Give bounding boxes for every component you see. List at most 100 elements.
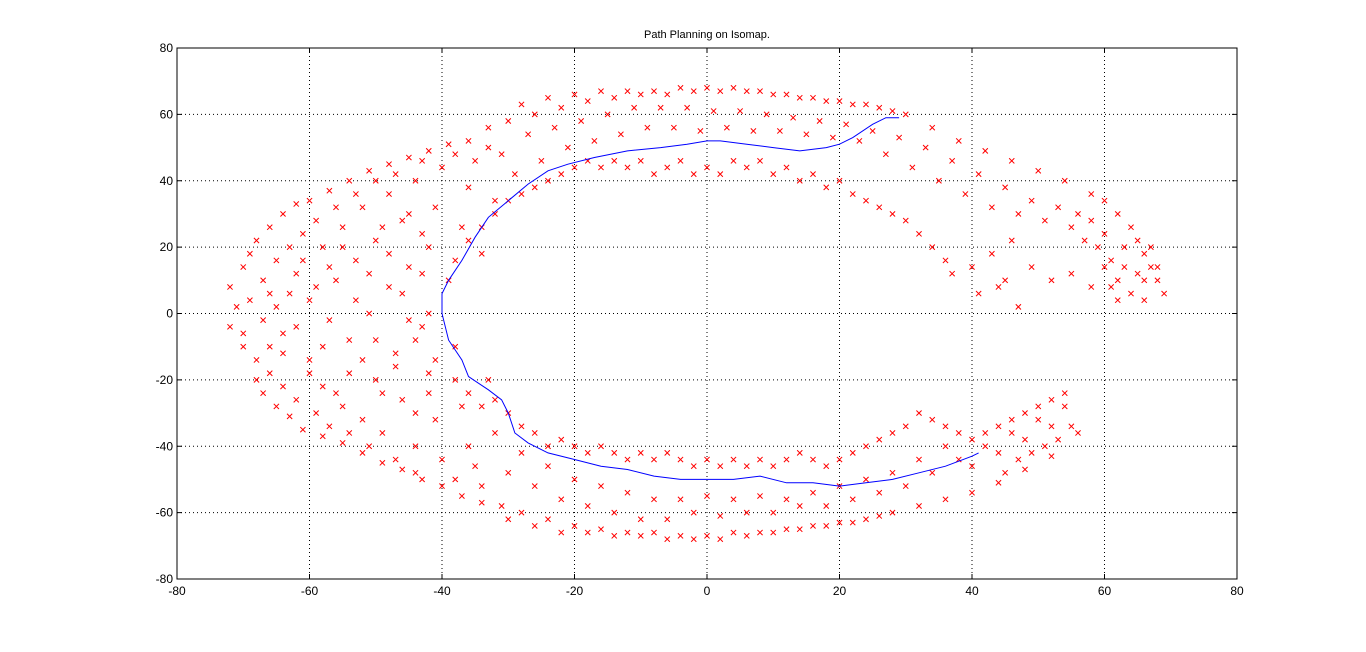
data-point-marker [432, 357, 439, 363]
y-tick-label: 80 [160, 41, 174, 55]
data-point-marker [743, 509, 750, 516]
data-point-marker [982, 147, 989, 154]
data-point-marker [684, 104, 691, 111]
data-point-marker [280, 210, 286, 217]
data-point-marker [617, 131, 624, 138]
data-point-marker [810, 94, 816, 101]
data-point-marker [823, 98, 830, 105]
data-point-marker [333, 277, 339, 284]
data-point-marker [333, 204, 339, 211]
data-point-marker [299, 230, 306, 237]
data-point-marker [849, 519, 856, 526]
data-point-marker [916, 456, 922, 463]
data-point-marker [227, 283, 233, 290]
data-point-marker [690, 536, 697, 543]
data-point-marker [518, 191, 525, 197]
data-point-marker [651, 456, 657, 463]
data-point-marker [412, 337, 419, 344]
axis-ticks [176, 47, 1238, 580]
data-point-marker [439, 483, 445, 490]
data-point-marker [704, 493, 710, 499]
data-point-marker [392, 456, 399, 463]
data-point-marker [293, 270, 300, 277]
y-tick-label: -40 [156, 439, 174, 453]
data-point-marker [836, 456, 843, 463]
data-point-marker [1121, 244, 1128, 251]
data-point-marker [611, 532, 618, 539]
data-point-marker [664, 536, 671, 543]
data-point-marker [571, 91, 578, 98]
data-point-marker [988, 250, 995, 257]
data-point-marker [1088, 191, 1095, 197]
data-point-marker [723, 124, 730, 131]
data-point-marker [942, 257, 949, 264]
data-point-marker [299, 426, 306, 433]
data-point-marker [372, 376, 379, 383]
data-point-marker [293, 201, 300, 207]
data-point-marker [790, 114, 797, 121]
data-point-marker [425, 147, 432, 154]
data-point-marker [498, 503, 505, 509]
data-point-marker [352, 257, 359, 264]
data-point-marker [1094, 244, 1101, 251]
data-point-marker [624, 489, 631, 496]
data-point-marker [386, 161, 392, 168]
data-point-marker [1128, 224, 1134, 231]
data-point-marker [518, 449, 525, 456]
data-point-marker [823, 184, 830, 191]
data-point-marker [372, 337, 379, 344]
data-point-marker [1114, 277, 1121, 284]
data-point-marker [1088, 283, 1095, 290]
data-point-marker [757, 456, 763, 463]
data-point-marker [810, 456, 816, 463]
data-point-marker [690, 463, 697, 470]
data-point-marker [770, 91, 777, 98]
data-point-marker [1048, 453, 1055, 460]
data-point-marker [359, 204, 366, 211]
data-point-marker [1088, 217, 1095, 224]
data-point-marker [982, 443, 989, 450]
x-tick-label: 20 [833, 584, 847, 598]
data-point-marker [1008, 416, 1015, 423]
data-point-marker [604, 111, 611, 118]
data-point-marker [465, 184, 472, 191]
data-point-marker [651, 171, 657, 178]
data-point-marker [657, 104, 664, 111]
y-tick-label: -80 [156, 572, 174, 586]
data-point-marker [1055, 436, 1062, 443]
data-point-marker [492, 430, 498, 436]
data-point-marker [1048, 423, 1055, 430]
data-point-marker [266, 370, 273, 377]
data-point-marker [717, 512, 724, 519]
data-point-marker [631, 104, 638, 111]
data-point-marker [286, 413, 293, 420]
data-point-marker [969, 463, 975, 470]
data-point-marker [896, 134, 903, 141]
data-point-marker [352, 297, 359, 304]
data-point-marker [240, 264, 247, 270]
data-point-marker [995, 423, 1002, 430]
data-point-marker [710, 108, 717, 115]
data-point-marker [1061, 403, 1068, 410]
data-point-marker [260, 317, 267, 324]
data-point-marker [1022, 410, 1028, 417]
data-point-marker [1147, 264, 1154, 270]
data-point-marker [386, 283, 392, 290]
data-point-marker [598, 483, 604, 490]
data-point-marker [1055, 204, 1062, 211]
data-point-marker [306, 357, 313, 363]
data-point-marker [1035, 167, 1042, 174]
data-point-marker [955, 430, 962, 436]
data-point-marker [266, 290, 273, 297]
data-point-marker [810, 171, 816, 178]
data-point-marker [783, 496, 790, 503]
x-tick-label: -40 [433, 584, 451, 598]
data-point-marker [412, 443, 419, 450]
data-point-marker [889, 108, 896, 115]
data-point-marker [359, 449, 366, 456]
scatter-points [227, 84, 1168, 543]
data-point-marker [969, 436, 975, 443]
data-point-marker [458, 493, 465, 499]
data-point-marker [863, 443, 869, 450]
data-point-marker [1128, 290, 1134, 297]
